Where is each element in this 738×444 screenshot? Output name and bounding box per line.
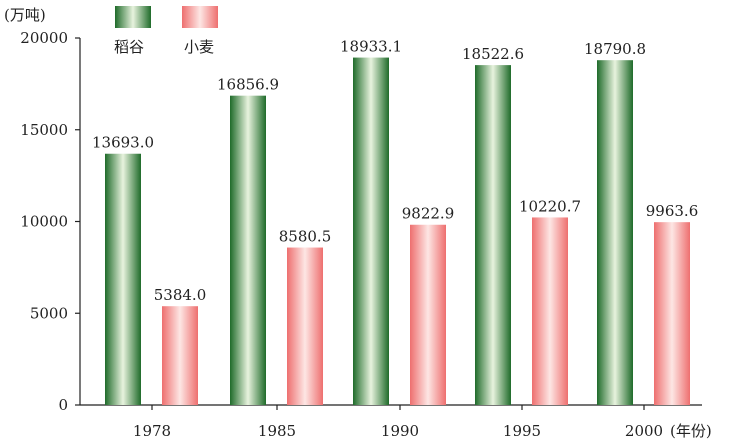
- data-label-rice-1990: 18933.1: [340, 38, 402, 56]
- x-tick-label: 1978: [133, 422, 171, 440]
- x-tick-label: 1995: [503, 422, 541, 440]
- y-tick-label: 20000: [20, 29, 68, 47]
- y-tick-label: 15000: [20, 121, 68, 139]
- y-tick-label: 5000: [30, 304, 68, 322]
- bar-rice-1985: [230, 95, 266, 405]
- x-tick-label: 1990: [381, 422, 419, 440]
- bar-wheat-1978: [162, 306, 198, 405]
- x-unit-label: (年份): [670, 422, 712, 440]
- y-unit-label: (万吨): [4, 6, 46, 24]
- y-tick-label: 0: [58, 396, 68, 414]
- bar-wheat-2000: [654, 222, 690, 405]
- data-label-rice-1985: 16856.9: [217, 76, 279, 94]
- bar-rice-2000: [597, 60, 633, 406]
- data-label-rice-2000: 18790.8: [584, 40, 646, 58]
- bar-wheat-1990: [410, 224, 446, 405]
- bar-rice-1978: [105, 153, 141, 405]
- x-tick-label: 2000: [625, 422, 663, 440]
- data-label-wheat-1978: 5384.0: [154, 286, 207, 304]
- data-label-rice-1978: 13693.0: [92, 134, 154, 152]
- data-label-rice-1995: 18522.6: [462, 45, 524, 63]
- legend: 稻谷 小麦: [114, 6, 218, 56]
- legend-label-wheat: 小麦: [184, 38, 214, 56]
- bar-rice-1990: [353, 57, 389, 406]
- legend-swatch-wheat: [182, 6, 218, 28]
- data-label-wheat-1990: 9822.9: [402, 205, 455, 223]
- x-tick-label: 1985: [258, 422, 296, 440]
- bar-rice-1995: [475, 65, 511, 405]
- data-label-wheat-2000: 9963.6: [646, 202, 699, 220]
- legend-label-rice: 稻谷: [114, 38, 144, 56]
- data-label-wheat-1995: 10220.7: [519, 197, 581, 215]
- y-tick-label: 10000: [20, 213, 68, 231]
- bar-wheat-1995: [532, 217, 568, 405]
- data-label-wheat-1985: 8580.5: [279, 228, 332, 246]
- legend-swatch-rice: [115, 6, 151, 28]
- bar-wheat-1985: [287, 247, 323, 405]
